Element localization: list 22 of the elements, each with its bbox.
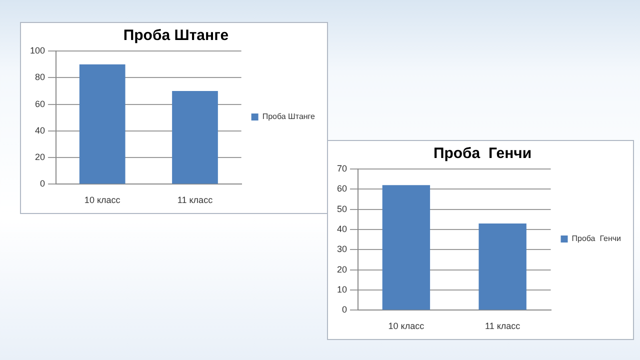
y-tick-label: 60 xyxy=(336,184,348,194)
legend-label: Проба Генчи xyxy=(572,234,622,244)
y-tick-label: 20 xyxy=(336,264,348,274)
y-tick-label: 100 xyxy=(30,45,46,56)
legend-label: Проба Штанге xyxy=(262,112,316,122)
chart-title: Проба Генчи xyxy=(433,145,532,162)
y-tick-label: 80 xyxy=(35,72,46,82)
y-tick-label: 0 xyxy=(342,304,348,315)
y-tick-label: 40 xyxy=(35,125,46,136)
x-tick-label: 11 класс xyxy=(177,195,214,206)
x-tick-label: 11 класс xyxy=(485,321,521,332)
y-tick-label: 60 xyxy=(35,98,46,109)
x-tick-label: 10 класс xyxy=(388,321,425,332)
y-tick-label: 50 xyxy=(336,204,348,214)
y-tick-label: 10 xyxy=(336,284,348,295)
y-tick-label: 20 xyxy=(35,152,46,162)
y-tick-label: 30 xyxy=(336,244,348,254)
y-tick-label: 70 xyxy=(336,163,348,174)
y-tick-label: 40 xyxy=(336,224,348,234)
y-tick-label: 0 xyxy=(40,178,46,189)
chart-title: Проба Штанге xyxy=(123,27,229,44)
x-tick-label: 10 класс xyxy=(84,195,121,206)
